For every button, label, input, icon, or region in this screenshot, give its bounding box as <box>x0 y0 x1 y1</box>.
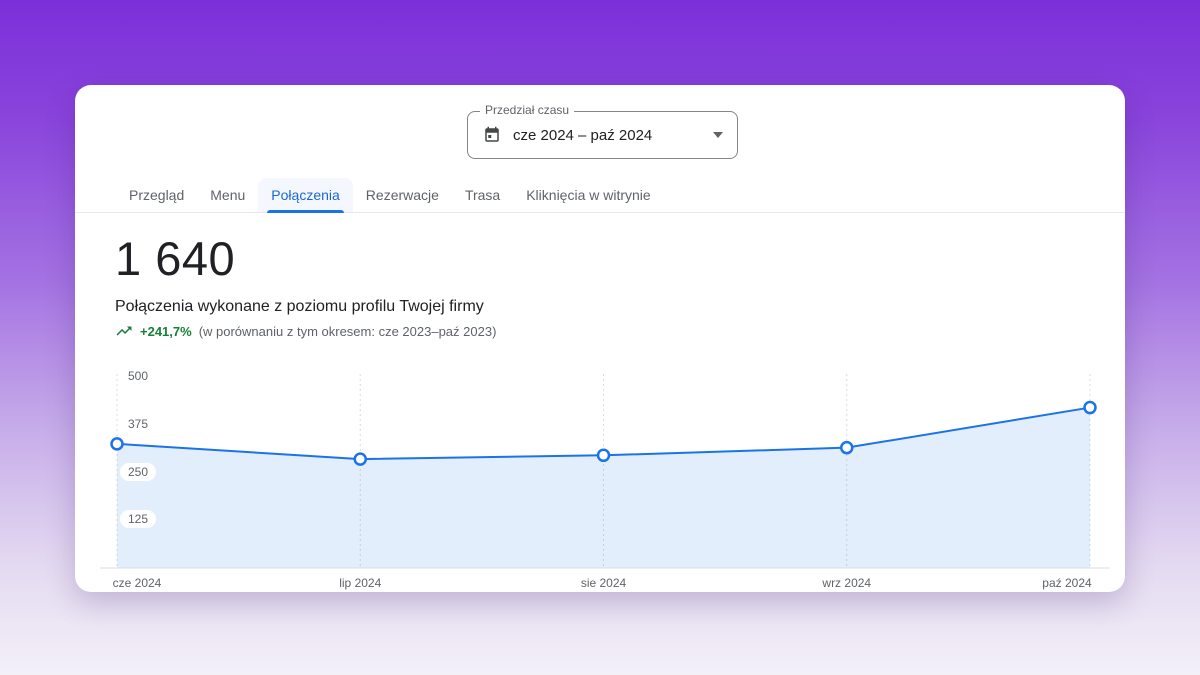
date-range-label: Przedział czasu <box>480 103 575 117</box>
metric-description: Połączenia wykonane z poziomu profilu Tw… <box>115 298 484 315</box>
trend-comparison: (w porównaniu z tym okresem: cze 2023–pa… <box>198 323 497 339</box>
tab-przeglad[interactable]: Przegląd <box>129 187 185 203</box>
tab-trasa[interactable]: Trasa <box>464 187 501 203</box>
calls-chart: 125 250 375 500 cze 2024 lip 2024 sie 2024 wrz … <box>100 367 1110 597</box>
x-axis-label: wrz 2024 <box>822 576 872 590</box>
tab-rezerwacje[interactable]: Rezerwacje <box>365 187 439 203</box>
tab-kliknięcia-w-witrynie[interactable]: Kliknięcia w witrynie <box>526 187 651 203</box>
x-axis-label: cze 2024 <box>112 576 162 590</box>
x-axis-label: lip 2024 <box>339 576 382 590</box>
y-axis-label: 375 <box>120 414 157 433</box>
chart-point[interactable] <box>353 452 367 466</box>
dropdown-arrow-icon <box>713 132 723 138</box>
y-axis-label: 125 <box>120 510 157 529</box>
tab-polaczenia[interactable]: Połączenia <box>258 178 353 213</box>
x-axis-label: sie 2024 <box>580 576 627 590</box>
y-axis-label: 500 <box>120 367 157 385</box>
trend-delta: +241,7% <box>140 323 192 339</box>
x-axis-label: paź 2024 <box>1042 576 1092 590</box>
trending-up-icon <box>116 326 132 336</box>
calendar-icon <box>485 126 499 142</box>
chart-point[interactable] <box>1083 400 1097 415</box>
tab-bar: Przegląd Menu Połączenia Rezerwacje Tras… <box>75 178 1125 213</box>
metric-total-calls: 1 640 <box>115 232 236 285</box>
chart-point[interactable] <box>110 437 124 451</box>
chart-point[interactable] <box>840 440 854 455</box>
y-axis-label: 250 <box>120 462 157 481</box>
date-range-value: cze 2024 – paź 2024 <box>513 126 653 144</box>
dashboard-card: Przedział czasu cze 2024 – paź 2024 Prze… <box>75 85 1125 592</box>
date-range-picker[interactable]: Przedział czasu cze 2024 – paź 2024 <box>467 103 738 159</box>
trend-row: +241,7% (w porównaniu z tym okresem: cze… <box>115 322 496 340</box>
chart-point[interactable] <box>596 448 611 463</box>
tab-menu[interactable]: Menu <box>210 187 246 203</box>
calls-chart-svg <box>100 374 1110 569</box>
